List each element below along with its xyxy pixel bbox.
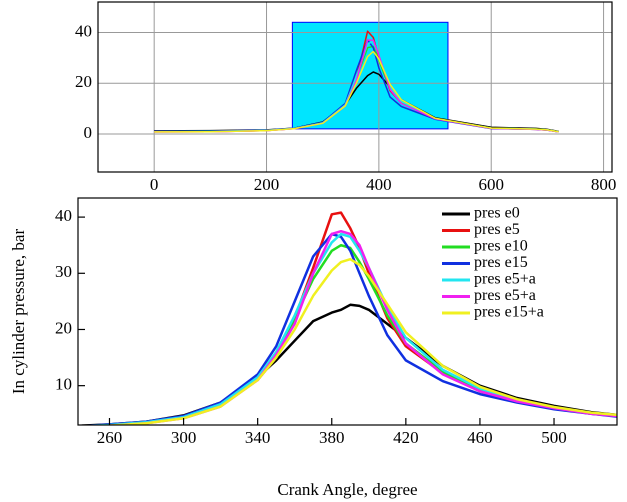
x-tick-label: 460	[467, 428, 493, 447]
x-tick-label: 420	[393, 428, 419, 447]
x-tick-label: 340	[245, 428, 271, 447]
plot-frame	[77, 197, 618, 426]
series-line	[154, 50, 559, 133]
y-tick-label: 10	[55, 375, 72, 394]
x-tick-label: 260	[97, 428, 123, 447]
x-tick-label: 300	[171, 428, 197, 447]
x-tick-label: 800	[591, 175, 617, 194]
legend-label: pres e5+a	[474, 287, 536, 304]
series-line	[81, 232, 617, 425]
x-tick-label: 500	[541, 428, 567, 447]
series-line	[81, 232, 617, 425]
legend-label: pres e10	[474, 238, 528, 255]
series-line	[81, 243, 617, 425]
legend-label: pres e15	[474, 254, 528, 271]
x-tick-label: 0	[150, 175, 159, 194]
plot-area	[98, 2, 612, 172]
x-tick-label: 380	[319, 428, 345, 447]
series-line	[81, 303, 617, 425]
legend-label: pres e15+a	[474, 304, 544, 321]
legend-label: pres e5	[474, 221, 520, 238]
legend-label: pres e0	[474, 205, 520, 222]
y-tick-label: 0	[84, 123, 93, 142]
y-tick-label: 40	[75, 21, 92, 40]
x-tick-label: 200	[254, 175, 280, 194]
y-tick-label: 20	[75, 72, 92, 91]
y-tick-label: 20	[55, 318, 72, 337]
plot-frame	[97, 1, 613, 173]
legend-label: pres e5+a	[474, 271, 536, 288]
x-axis-label: Crank Angle, degree	[277, 480, 417, 499]
plot-area	[81, 211, 617, 425]
x-tick-label: 400	[366, 175, 392, 194]
x-tick-label: 600	[478, 175, 504, 194]
y-tick-label: 30	[55, 262, 72, 281]
series-line	[81, 257, 617, 425]
y-axis-label: In cylinder pressure, bar	[9, 229, 28, 395]
y-tick-label: 40	[55, 206, 72, 225]
